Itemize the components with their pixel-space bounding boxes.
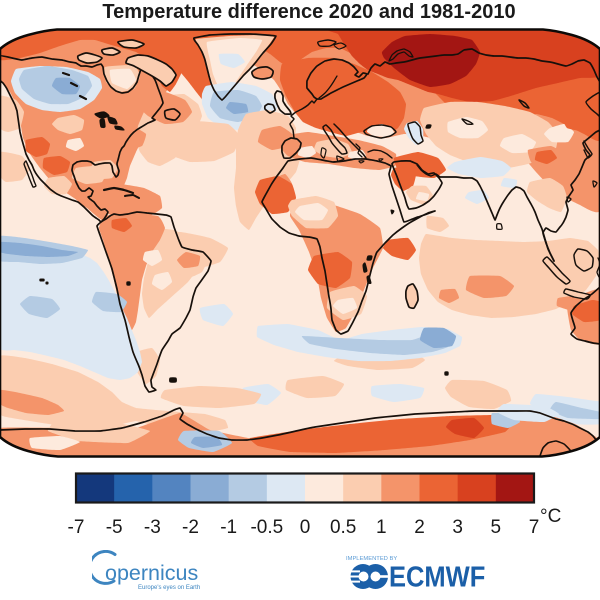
svg-text:2: 2 bbox=[414, 517, 425, 538]
svg-text:5: 5 bbox=[491, 517, 502, 538]
svg-text:-5: -5 bbox=[106, 517, 123, 538]
svg-text:0.5: 0.5 bbox=[330, 517, 356, 538]
svg-text:-1: -1 bbox=[220, 517, 237, 538]
svg-text:0: 0 bbox=[300, 517, 311, 538]
svg-text:-7: -7 bbox=[68, 517, 85, 538]
svg-text:IMPLEMENTED BY: IMPLEMENTED BY bbox=[346, 556, 397, 562]
svg-text:Europe's eyes on Earth: Europe's eyes on Earth bbox=[138, 585, 200, 591]
svg-text:3: 3 bbox=[452, 517, 463, 538]
svg-text:7: 7 bbox=[529, 517, 540, 538]
svg-text:1: 1 bbox=[376, 517, 387, 538]
svg-text:-2: -2 bbox=[182, 517, 199, 538]
svg-text:°C: °C bbox=[540, 506, 561, 527]
svg-text:-3: -3 bbox=[144, 517, 161, 538]
svg-text:opernicus: opernicus bbox=[105, 561, 198, 585]
svg-text:-0.5: -0.5 bbox=[250, 517, 283, 538]
svg-text:ECMWF: ECMWF bbox=[389, 560, 485, 592]
